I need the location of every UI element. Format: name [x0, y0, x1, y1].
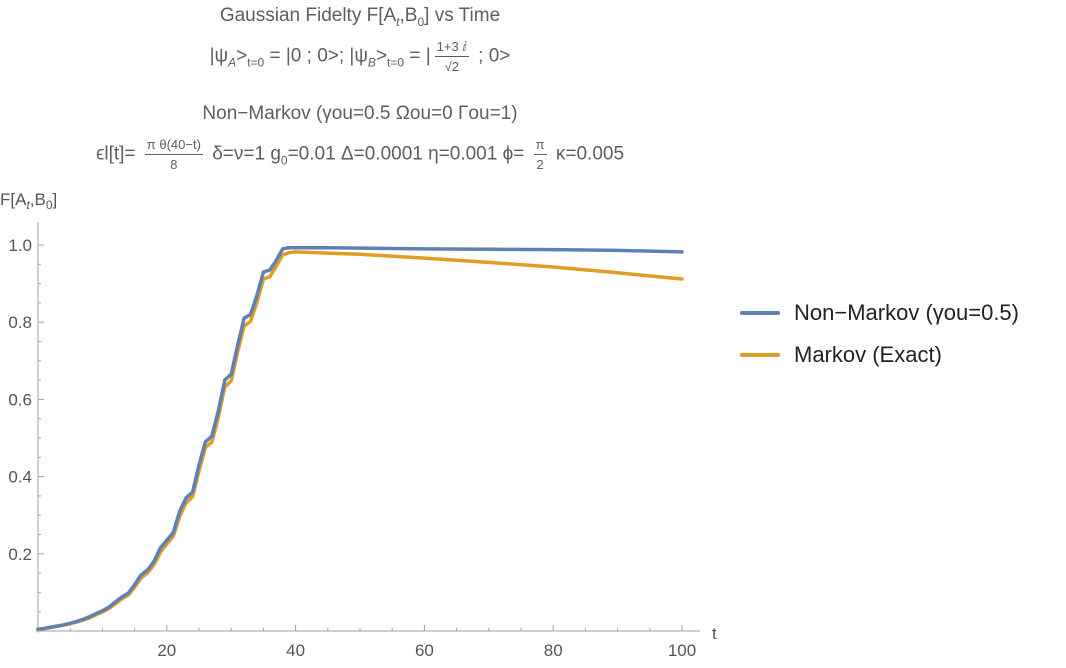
series-line-non-markov: [36, 245, 684, 631]
legend-label-non-markov: Non−Markov (γou=0.5): [794, 300, 1019, 325]
x-tick-label: 100: [668, 641, 696, 660]
legend-swatch-markov: [740, 353, 780, 357]
axes: 20 40 60 80 100 t 0.2 0.4 0.6 0.8 1.0: [8, 222, 717, 660]
series-layer: [36, 245, 684, 632]
x-axis-label: t: [712, 624, 717, 643]
y-tick-label: 0.4: [8, 468, 32, 487]
x-tick-label: 60: [415, 641, 434, 660]
series-line-markov: [36, 250, 684, 632]
legend-item-non-markov: Non−Markov (γou=0.5): [740, 292, 1019, 334]
y-tick-label: 0.8: [8, 313, 32, 332]
y-axis-label: F[At,B0]: [0, 190, 57, 212]
legend-swatch-non-markov: [740, 311, 780, 315]
legend-label-markov: Markov (Exact): [794, 342, 942, 367]
y-tick-label: 1.0: [8, 236, 32, 255]
y-tick-label: 0.2: [8, 545, 32, 564]
x-tick-label: 20: [157, 641, 176, 660]
legend: Non−Markov (γou=0.5) Markov (Exact): [740, 292, 1019, 376]
chart-title-line2: |ψA>t=0 = |0 ; 0>; |ψB>t=0 = | 1+3 ⅈ √2 ; …: [209, 39, 511, 74]
y-tick-label: 0.6: [8, 390, 32, 409]
x-tick-label: 40: [286, 641, 305, 660]
x-tick-label: 80: [544, 641, 563, 660]
chart-title-line3: Non−Markov (γou=0.5 Ωou=0 Γou=1): [202, 103, 518, 124]
legend-item-markov: Markov (Exact): [740, 334, 1019, 376]
epsilon-fraction: π θ(40−t) 8: [144, 137, 203, 172]
state-fraction: 1+3 ⅈ √2: [434, 39, 469, 74]
chart-title-line1: Gaussian Fidelty F[At,B0] vs Time: [219, 5, 501, 29]
chart-title-line4: ϵl[t]= π θ(40−t) 8 δ=ν=1 g0=0.01 Δ=0.0001…: [95, 137, 625, 172]
